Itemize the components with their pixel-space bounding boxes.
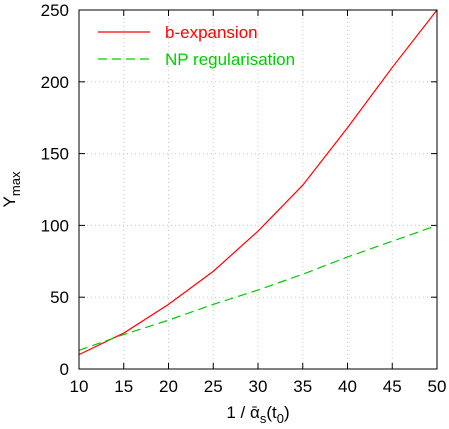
legend-label: b-expansion bbox=[165, 23, 258, 42]
series-line-b-expansion bbox=[78, 9, 438, 356]
x-tick-label: 10 bbox=[70, 377, 89, 396]
y-tick-label: 0 bbox=[60, 360, 69, 379]
y-tick-label: 250 bbox=[41, 1, 69, 20]
legend-label: NP regularisation bbox=[165, 50, 295, 69]
x-tick-label: 25 bbox=[204, 377, 223, 396]
x-axis-title: 1 / ᾱs(t0) bbox=[226, 403, 289, 426]
y-tick-label: 150 bbox=[41, 145, 69, 164]
x-tick-label: 45 bbox=[383, 377, 402, 396]
x-tick-label: 20 bbox=[159, 377, 178, 396]
x-tick-label: 40 bbox=[338, 377, 357, 396]
y-axis-title: Ymax bbox=[0, 171, 23, 207]
y-tick-label: 200 bbox=[41, 73, 69, 92]
series-line-np-regularisation bbox=[78, 224, 438, 351]
x-tick-label: 15 bbox=[114, 377, 133, 396]
y-tick-label: 100 bbox=[41, 216, 69, 235]
x-tick-label: 35 bbox=[293, 377, 312, 396]
series-lines bbox=[78, 9, 438, 356]
legend: b-expansion NP regularisation bbox=[98, 23, 295, 69]
y-tick-label: 50 bbox=[50, 288, 69, 307]
x-tick-labels: 10 15 20 25 30 35 40 45 50 bbox=[70, 377, 447, 396]
x-tick-label: 30 bbox=[249, 377, 268, 396]
x-tick-label: 50 bbox=[428, 377, 447, 396]
y-tick-labels: 0 50 100 150 200 250 bbox=[41, 1, 69, 379]
plot-frame bbox=[78, 9, 438, 370]
